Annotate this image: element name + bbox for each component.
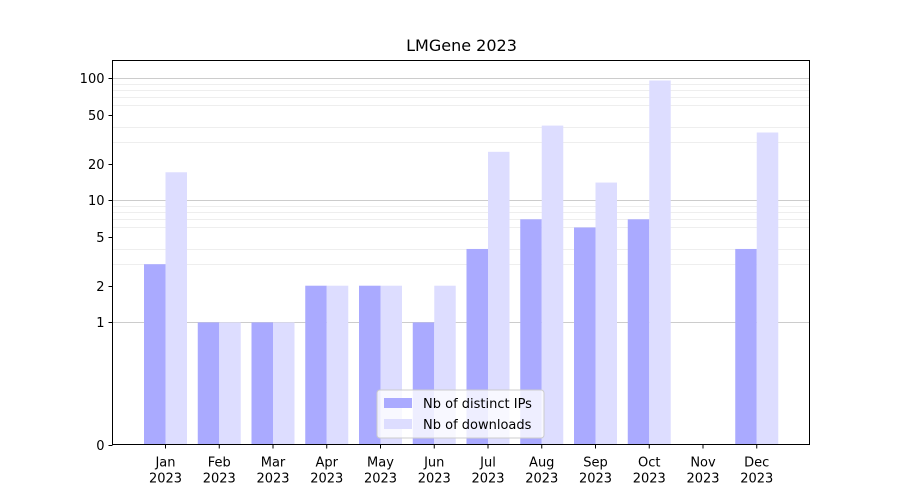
- x-tick-label-year: 2023: [418, 472, 451, 487]
- x-tick-label-year: 2023: [525, 472, 558, 487]
- bar-downloads-jan: [165, 172, 187, 445]
- x-tick-label-year: 2023: [203, 472, 236, 487]
- legend-box: [376, 389, 545, 439]
- x-tick-label-year: 2023: [364, 472, 397, 487]
- bar-downloads-aug: [541, 125, 564, 445]
- legend-label-distinct-ips: Nb of distinct IPs: [423, 397, 532, 412]
- bar-downloads-dec: [756, 132, 779, 445]
- x-tick-label-month: Sep: [583, 456, 608, 471]
- grid-lines: [112, 78, 810, 323]
- y-tick-label: 10: [88, 194, 105, 209]
- x-tick-label-month: Apr: [316, 456, 339, 471]
- x-tick-label-year: 2023: [149, 472, 182, 487]
- bar-distinct-ips-feb: [197, 322, 220, 445]
- chart-title: LMGene 2023: [406, 36, 517, 55]
- x-tick-label-month: Nov: [690, 456, 716, 471]
- x-tick-label-month: Jan: [154, 456, 175, 471]
- bar-downloads-sep: [595, 182, 617, 445]
- x-tick-label-month: Jun: [423, 456, 444, 471]
- x-tick-label-year: 2023: [633, 472, 666, 487]
- bar-distinct-ips-oct: [627, 219, 650, 445]
- y-tick-label: 1: [96, 316, 104, 331]
- bar-distinct-ips-sep: [574, 227, 596, 445]
- bar-distinct-ips-may: [359, 285, 381, 445]
- x-tick-label-year: 2023: [256, 472, 289, 487]
- x-tick-label-year: 2023: [310, 472, 343, 487]
- bar-distinct-ips-dec: [735, 248, 757, 445]
- x-axis-ticks: Jan2023Feb2023Mar2023Apr2023May2023Jun20…: [149, 444, 773, 487]
- y-axis-ticks: 0 1 2 5 10 20 50 100: [80, 72, 113, 454]
- y-tick-label: 2: [96, 280, 104, 295]
- x-tick-label-month: Oct: [638, 456, 660, 471]
- x-tick-label-year: 2023: [579, 472, 612, 487]
- x-tick-label-month: May: [367, 456, 394, 471]
- x-tick-label-month: Jul: [479, 456, 496, 471]
- bar-downloads-oct: [649, 80, 671, 445]
- plot-frame: [112, 60, 810, 445]
- y-tick-label: 50: [88, 109, 105, 124]
- bar-downloads-mar: [273, 322, 295, 445]
- x-tick-label-year: 2023: [471, 472, 504, 487]
- x-tick-label-year: 2023: [740, 472, 773, 487]
- y-tick-label: 5: [96, 231, 104, 246]
- bar-downloads-feb: [219, 322, 241, 445]
- legend-swatch-downloads: [384, 419, 412, 429]
- bar-downloads-apr: [326, 285, 349, 445]
- y-tick-label: 100: [80, 72, 105, 87]
- x-tick-label-month: Dec: [744, 456, 769, 471]
- x-tick-label-year: 2023: [686, 472, 719, 487]
- legend: Nb of distinct IPs Nb of downloads: [376, 389, 545, 439]
- x-tick-label-month: Aug: [529, 456, 554, 471]
- bar-distinct-ips-apr: [305, 285, 327, 445]
- x-tick-label-month: Feb: [208, 456, 231, 471]
- legend-label-downloads: Nb of downloads: [423, 418, 532, 433]
- bar-distinct-ips-aug: [520, 219, 542, 445]
- x-tick-label-month: Mar: [261, 456, 286, 471]
- y-tick-label: 20: [88, 158, 105, 173]
- y-tick-label: 0: [96, 439, 104, 454]
- bar-distinct-ips-mar: [251, 322, 273, 445]
- legend-swatch-distinct-ips: [384, 398, 412, 408]
- bar-distinct-ips-jan: [144, 264, 166, 445]
- bar-downloads-jul: [488, 151, 510, 445]
